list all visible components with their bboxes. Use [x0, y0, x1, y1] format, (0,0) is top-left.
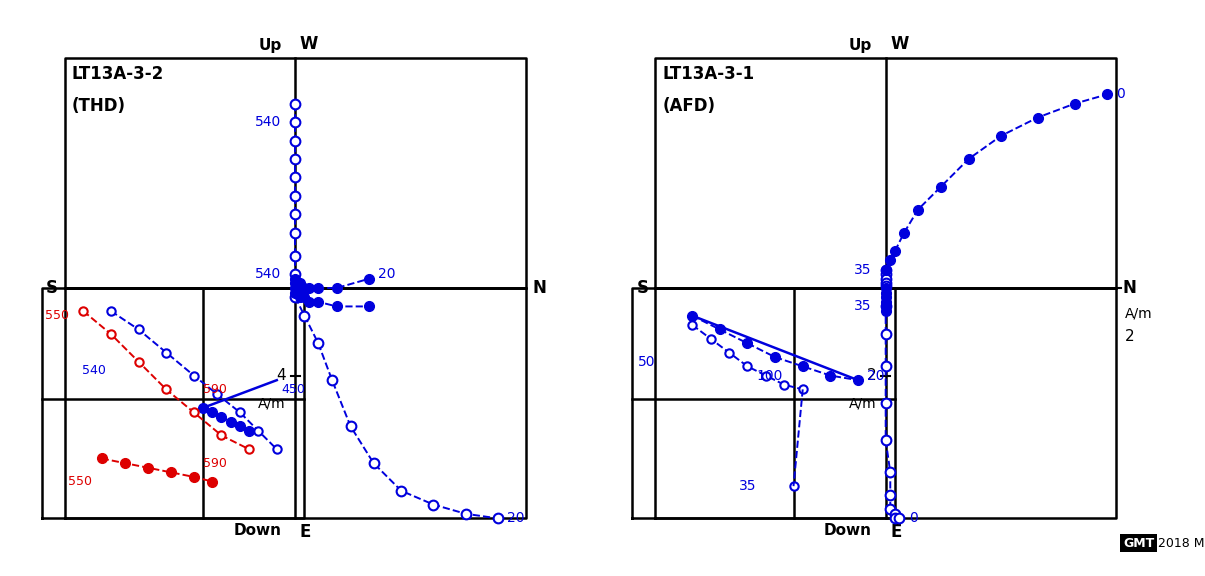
Text: S: S: [636, 279, 648, 297]
Text: 590: 590: [204, 383, 227, 396]
Text: A/m: A/m: [1125, 306, 1153, 320]
Text: E: E: [300, 523, 311, 541]
Text: S: S: [46, 279, 58, 297]
Text: 35: 35: [854, 300, 872, 313]
Text: LT13A-3-1: LT13A-3-1: [663, 65, 754, 82]
Text: 540: 540: [255, 267, 282, 281]
Text: Up: Up: [848, 38, 872, 53]
Text: 35: 35: [739, 479, 757, 493]
Text: 590: 590: [204, 457, 227, 469]
Text: (AFD): (AFD): [663, 97, 716, 115]
Text: 0: 0: [909, 511, 917, 525]
Text: 100: 100: [757, 369, 783, 382]
Text: 540: 540: [255, 115, 282, 129]
Text: 0: 0: [1116, 88, 1124, 101]
Text: W: W: [890, 35, 909, 53]
Text: 540: 540: [82, 365, 106, 377]
Text: Up: Up: [258, 38, 282, 53]
Text: (THD): (THD): [72, 97, 125, 115]
Text: W: W: [300, 35, 318, 53]
Text: 20: 20: [868, 369, 884, 382]
Text: E: E: [890, 523, 901, 541]
Text: 20: 20: [378, 267, 395, 281]
Text: 2: 2: [1125, 329, 1135, 344]
Text: 450: 450: [282, 383, 305, 396]
Text: N: N: [533, 279, 546, 297]
Text: A/m: A/m: [848, 396, 876, 410]
Text: LT13A-3-2: LT13A-3-2: [72, 65, 164, 82]
Text: Down: Down: [234, 523, 282, 538]
Text: 550: 550: [69, 475, 93, 488]
Text: GMT: GMT: [1123, 537, 1154, 550]
Text: 2: 2: [866, 368, 876, 383]
Text: Down: Down: [824, 523, 872, 538]
Text: 50: 50: [637, 355, 656, 369]
Text: 20: 20: [507, 511, 524, 525]
Text: A/m: A/m: [258, 396, 286, 410]
Text: 2018 Mar: 2018 Mar: [1158, 537, 1205, 550]
Text: 4: 4: [276, 368, 286, 383]
Text: N: N: [1123, 279, 1136, 297]
Text: 35: 35: [854, 263, 872, 276]
Text: 550: 550: [46, 309, 70, 322]
